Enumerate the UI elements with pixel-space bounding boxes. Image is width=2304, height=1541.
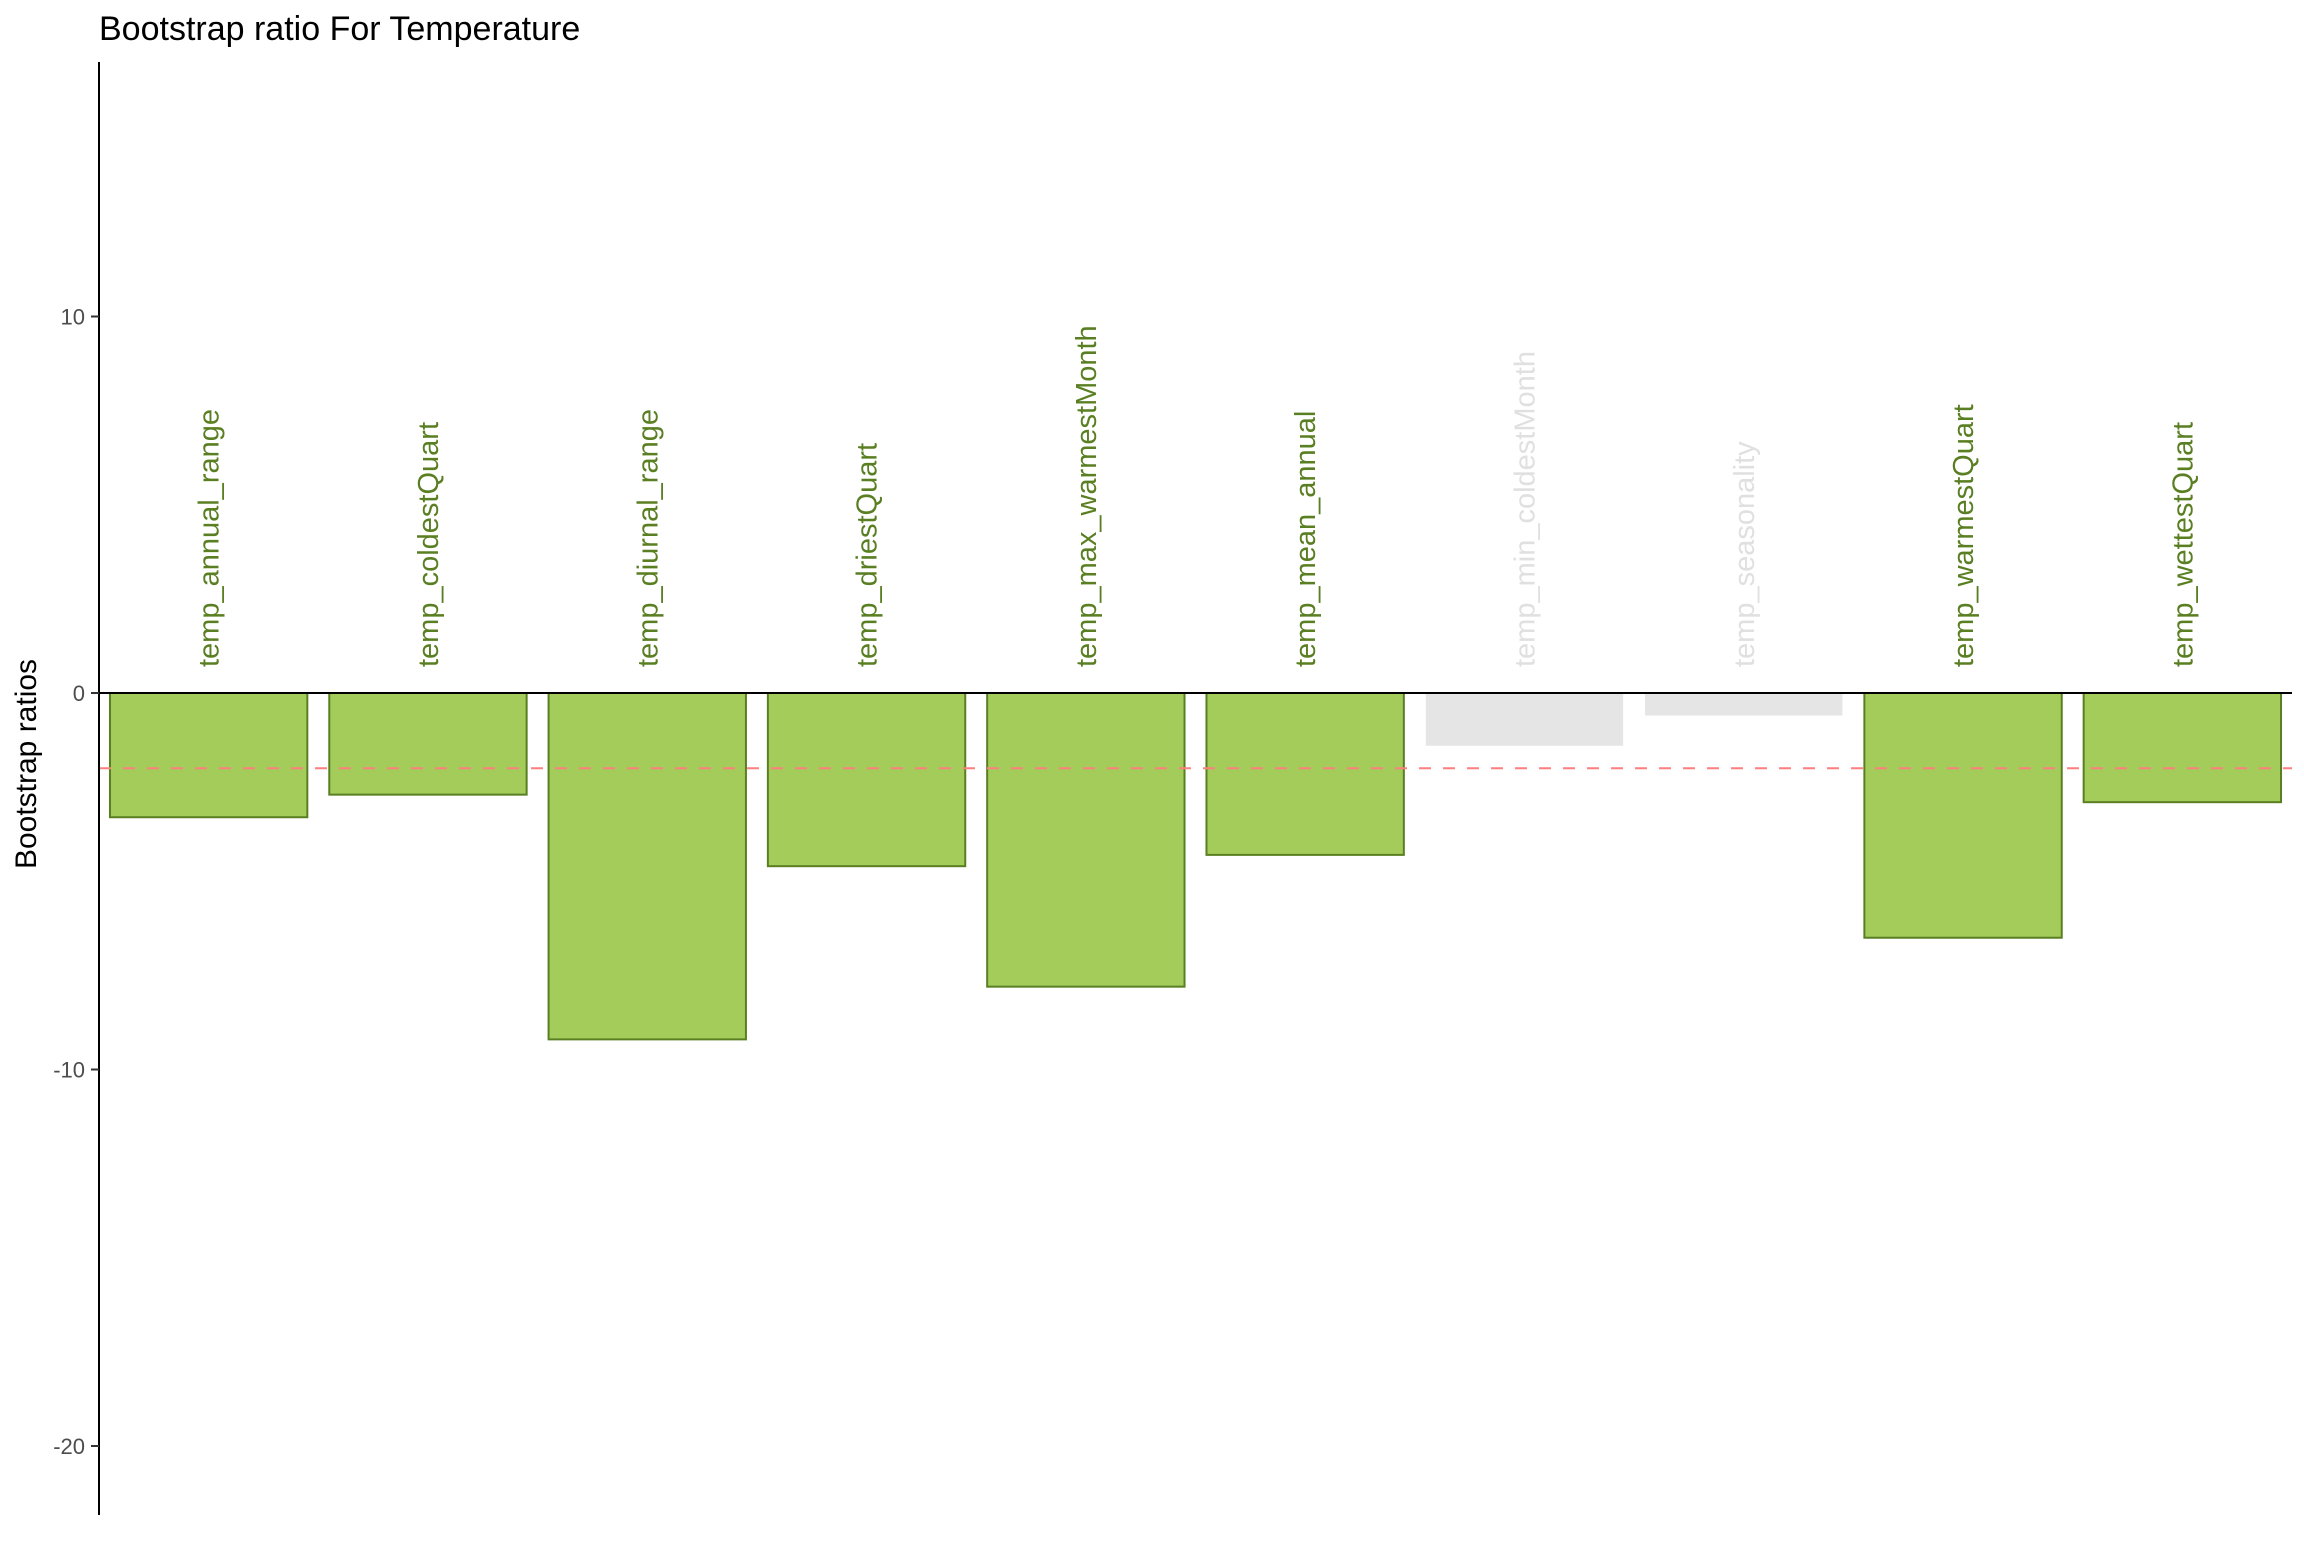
bar-temp_wettestQuart (2082, 692, 2283, 804)
bar-temp_seasonality (1645, 693, 1843, 716)
bar-temp_driestQuart (766, 692, 967, 868)
bar-temp_annual_range (108, 692, 309, 819)
bar-temp_diurnal_range (547, 692, 747, 1041)
y-tick-label: -10 (53, 1058, 85, 1083)
chart-title: Bootstrap ratio For Temperature (99, 10, 580, 48)
bar-label-temp_coldestQuart: temp_coldestQuart (413, 422, 445, 667)
bar-label-temp_driestQuart: temp_driestQuart (852, 443, 884, 667)
y-axis-label: Bootstrap ratios (10, 659, 43, 869)
bar-label-temp_seasonality: temp_seasonality (1729, 441, 1761, 667)
y-tick-label: 10 (61, 305, 85, 330)
bar-label-temp_annual_range: temp_annual_range (194, 409, 226, 667)
y-tick-label: -20 (53, 1434, 85, 1459)
bar-label-temp_diurnal_range: temp_diurnal_range (632, 409, 664, 667)
bar-label-temp_mean_annual: temp_mean_annual (1290, 411, 1322, 667)
bar-label-temp_min_coldestMonth: temp_min_coldestMonth (1509, 351, 1541, 667)
plot-area: 10 0 -10 -20 temp_annual_range temp_coldestQu… (53, 62, 2292, 1515)
bar-temp_min_coldestMonth (1425, 693, 1624, 746)
bar-temp_mean_annual (1205, 692, 1405, 856)
bar-temp_coldestQuart (328, 692, 528, 796)
y-tick-label: 0 (73, 681, 85, 706)
bar-label-temp_wettestQuart: temp_wettestQuart (2167, 422, 2199, 667)
bar-temp_warmestQuart (1863, 692, 2063, 939)
bar-temp_max_warmestMonth (986, 692, 1186, 988)
bar-label-temp_max_warmestMonth: temp_max_warmestMonth (1071, 325, 1103, 667)
bar-label-temp_warmestQuart: temp_warmestQuart (1948, 404, 1980, 667)
